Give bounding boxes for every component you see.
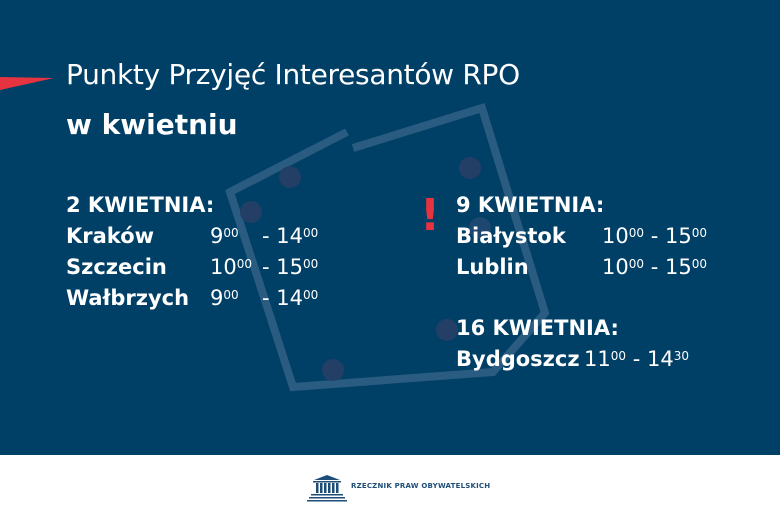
city-name: Wałbrzych xyxy=(66,286,190,310)
date-heading: 2 KWIETNIA: xyxy=(66,193,215,217)
org-name: RZECZNIK PRAW OBYWATELSKICH xyxy=(351,482,491,490)
city-name: Lublin xyxy=(456,255,529,279)
time-range: 1000 - 1500 xyxy=(602,224,707,248)
end-time: - 1400 xyxy=(262,224,319,248)
city-name: Bydgoszcz xyxy=(456,347,580,371)
schedule-row: Wałbrzych 900 - 1400 xyxy=(66,283,366,314)
time-range: 1000 - 1500 xyxy=(602,255,707,279)
start-time: 900 xyxy=(210,286,239,310)
city-name: Białystok xyxy=(456,224,566,248)
start-time: 900 xyxy=(210,224,239,248)
schedule-row: Bydgoszcz 1100 - 1430 xyxy=(456,344,756,375)
schedule-row: Lublin 1000 - 1500 xyxy=(456,252,756,283)
decorative-polygon xyxy=(225,102,550,392)
end-time: - 1500 xyxy=(262,255,319,279)
date-heading: 9 KWIETNIA: xyxy=(456,193,605,217)
schedule-day-2: 2 KWIETNIA: Kraków 900 - 1400 Szczecin 1… xyxy=(66,190,366,314)
schedule-row: Kraków 900 - 1400 xyxy=(66,221,366,252)
time-range: 1100 - 1430 xyxy=(584,347,689,371)
red-arrow-accent xyxy=(0,77,54,90)
schedule-day-9: 9 KWIETNIA: Białystok 1000 - 1500 Lublin… xyxy=(456,190,756,283)
banner-panel xyxy=(0,0,780,455)
schedule-row: Białystok 1000 - 1500 xyxy=(456,221,756,252)
building-columns-icon xyxy=(307,475,347,502)
start-time: 1000 xyxy=(210,255,253,279)
date-heading: 16 KWIETNIA: xyxy=(456,316,619,340)
city-name: Kraków xyxy=(66,224,155,248)
page-title: Punkty Przyjęć Interesantów RPO xyxy=(66,58,520,91)
alert-exclamation-icon: ! xyxy=(420,190,441,241)
schedule-row: Szczecin 1000 - 1500 xyxy=(66,252,366,283)
page-subtitle: w kwietniu xyxy=(66,108,238,141)
city-name: Szczecin xyxy=(66,255,167,279)
schedule-day-16: 16 KWIETNIA: Bydgoszcz 1100 - 1430 xyxy=(456,313,756,375)
end-time: - 1400 xyxy=(262,286,319,310)
